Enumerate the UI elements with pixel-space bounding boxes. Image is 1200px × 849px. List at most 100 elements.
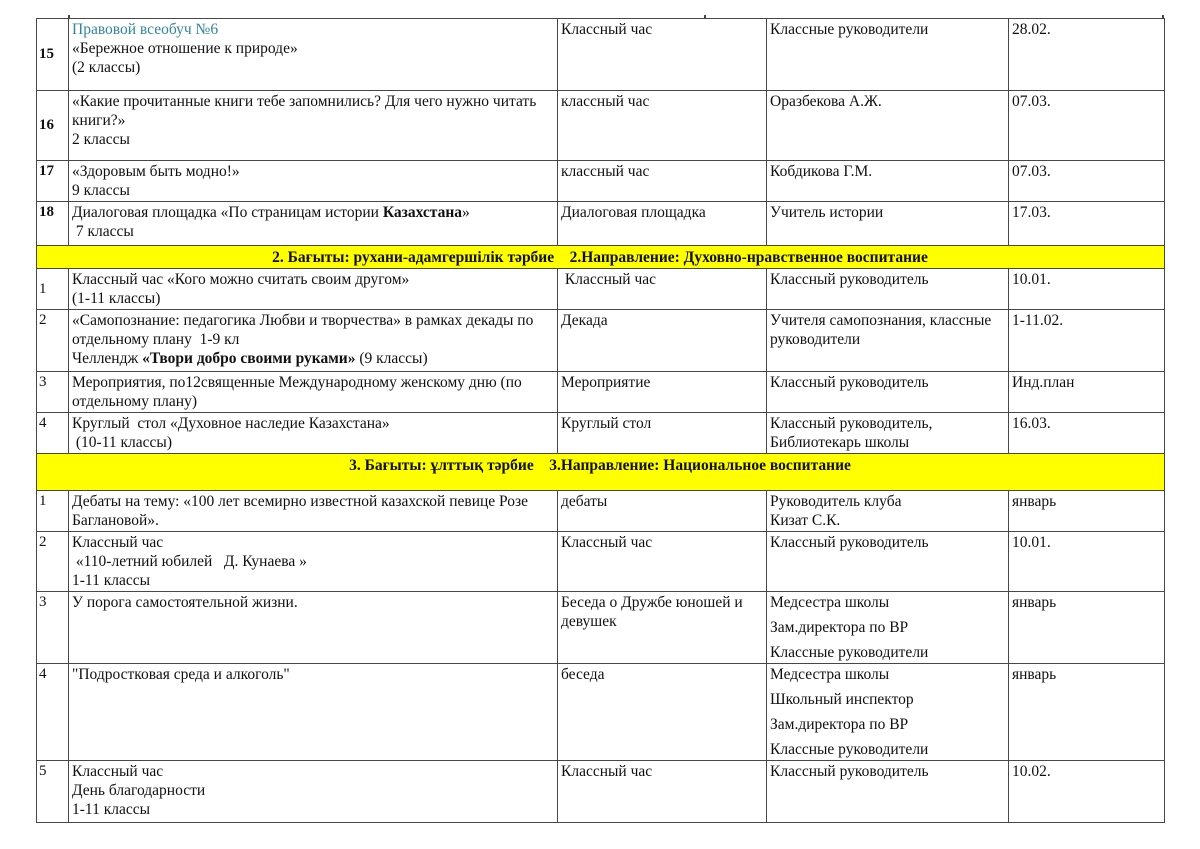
- activity-name-line: Круглый стол «Духовное наследие Казахста…: [72, 414, 553, 433]
- activity-name-cell: Диалоговая площадка «По страницам истори…: [68, 201, 558, 246]
- activity-form-cell: Диалоговая площадка: [557, 201, 767, 246]
- table-row: 18 Диалоговая площадка «По страницам исто…: [36, 201, 1165, 246]
- activity-name-text: День благодарности: [72, 782, 206, 799]
- activity-form-cell: классный час: [557, 90, 767, 161]
- activity-name-cell: Дебаты на тему: «100 лет всемирно извест…: [68, 490, 558, 532]
- responsible-cell: Классные руководители: [766, 18, 1009, 91]
- activity-name-text: Классный час: [72, 763, 164, 780]
- date-cell: 07.03.: [1008, 90, 1165, 161]
- responsible-text: Кобдикова Г.М.: [770, 163, 873, 180]
- date-cell: январь: [1008, 490, 1165, 532]
- activity-form-text: Беседа о Дружбе юношей и девушек: [561, 594, 747, 630]
- responsible-cell: Классный руководитель: [766, 531, 1009, 592]
- responsible-cell: Классный руководитель: [766, 760, 1009, 823]
- responsible-cell: Медсестра школы Школьный инспектор Зам.дир…: [766, 663, 1009, 761]
- activity-name-text: Казахстана: [382, 204, 463, 221]
- activity-form-cell: Беседа о Дружбе юношей и девушек: [557, 591, 767, 664]
- activity-name-line: Мероприятия, по12священные Международном…: [72, 373, 553, 411]
- activity-name-line: (10-11 классы): [72, 433, 553, 452]
- responsible-cell: Учитель истории: [766, 201, 1009, 246]
- activity-name-line: 1-11 классы: [72, 800, 553, 819]
- row-number-cell: 1: [36, 268, 69, 310]
- table-edge-fragment: [1162, 15, 1164, 19]
- activity-name-text: (2 классы): [72, 59, 141, 76]
- activity-name-link[interactable]: Правовой всеобуч №6: [72, 21, 219, 38]
- responsible-cell: Классный руководитель: [766, 371, 1009, 413]
- date-cell: 10.01.: [1008, 531, 1165, 592]
- responsible-text: Зам.директора по ВР: [770, 716, 909, 733]
- activity-form-cell: дебаты: [557, 490, 767, 532]
- table-edge-fragment: [68, 15, 70, 19]
- activity-name-text: Круглый стол «Духовное наследие Казахста…: [72, 415, 390, 432]
- responsible-text: Медсестра школы: [770, 666, 890, 683]
- activity-name-text: «Твори добро своими руками»: [142, 350, 356, 367]
- date-cell: 10.01.: [1008, 268, 1165, 310]
- row-number-cell: 15: [36, 18, 69, 91]
- activity-name-cell: «Самопознание: педагогика Любви и творче…: [68, 309, 558, 372]
- row-number-cell: 17: [36, 160, 69, 202]
- responsible-text: Классный руководитель: [770, 271, 929, 288]
- activity-name-text: 2 классы: [72, 131, 130, 148]
- row-number-cell: 4: [36, 412, 69, 454]
- table-row: 3 Мероприятия, по12священные Международно…: [36, 371, 1165, 413]
- section-header: 2. Бағыты: рухани-адамгершілік тәрбие 2.…: [36, 245, 1165, 269]
- activity-name-line: Диалоговая площадка «По страницам истори…: [72, 203, 553, 222]
- table-row: 1 Классный час «Кого можно считать своим …: [36, 268, 1165, 310]
- responsible-text: Учителя самопознания, классные руководит…: [770, 312, 996, 348]
- table-row: 4 Круглый стол «Духовное наследие Казахст…: [36, 412, 1165, 454]
- activity-name-line: «Какие прочитанные книги тебе запомнилис…: [72, 92, 553, 130]
- activity-name-text: Дебаты на тему: «100 лет всемирно извест…: [72, 493, 532, 529]
- section-header: 3. Бағыты: ұлттық тәрбие 3.Направление: …: [36, 453, 1165, 491]
- activity-name-cell: Классный час «Кого можно считать своим д…: [68, 268, 558, 310]
- activity-name-line: Классный час «Кого можно считать своим д…: [72, 270, 553, 289]
- row-number-cell: 16: [36, 90, 69, 161]
- responsible-text: Медсестра школы: [770, 594, 890, 611]
- responsible-text: Классный руководитель: [770, 374, 929, 391]
- activity-name-line: "Подростковая среда и алкоголь": [72, 665, 553, 684]
- activity-name-line: «Здоровым быть модно!»: [72, 162, 553, 181]
- row-number-cell: 18: [36, 201, 69, 246]
- table-row: 15 Правовой всеобуч №6 «Бережное отношение…: [36, 18, 1165, 91]
- responsible-cell: Классный руководитель: [766, 268, 1009, 310]
- responsible-text: Школьный инспектор: [770, 691, 914, 708]
- activity-name-text: «Здоровым быть модно!»: [72, 163, 240, 180]
- activity-name-line: У порога самостоятельной жизни.: [72, 593, 553, 612]
- date-cell: 28.02.: [1008, 18, 1165, 91]
- activity-name-cell: Правовой всеобуч №6 «Бережное отношение к…: [68, 18, 558, 91]
- responsible-cell: Учителя самопознания, классные руководит…: [766, 309, 1009, 372]
- activity-form-cell: Классный час: [557, 531, 767, 592]
- activity-name-line: Дебаты на тему: «100 лет всемирно извест…: [72, 492, 553, 530]
- responsible-text: Классные руководители: [770, 21, 929, 38]
- activity-name-cell: "Подростковая среда и алкоголь": [68, 663, 558, 761]
- responsible-text: Библиотекарь школы: [770, 434, 910, 451]
- responsible-cell: Кобдикова Г.М.: [766, 160, 1009, 202]
- activity-name-text: »: [462, 204, 470, 221]
- responsible-text: Руководитель клуба: [770, 493, 902, 510]
- activity-name-line: «Бережное отношение к природе»: [72, 39, 553, 58]
- table-row: 2 Классный час «110-летний юбилей Д. Куна…: [36, 531, 1165, 592]
- activity-name-line: Классный час: [72, 533, 553, 552]
- section-header-row: 2. Бағыты: рухани-адамгершілік тәрбие 2.…: [36, 245, 1165, 269]
- activity-name-text: 7 классы: [72, 223, 134, 240]
- activity-form-cell: Декада: [557, 309, 767, 372]
- activity-name-text: Диалоговая площадка «По страницам истори…: [72, 204, 383, 221]
- activity-form-cell: беседа: [557, 663, 767, 761]
- responsible-cell: Классный руководитель, Библиотекарь школы: [766, 412, 1009, 454]
- activity-name-text: (9 классы): [355, 350, 428, 367]
- activity-form-cell: классный час: [557, 160, 767, 202]
- activity-name-line: «110-летний юбилей Д. Кунаева »: [72, 552, 553, 571]
- activity-form-text: Классный час: [561, 271, 657, 288]
- date-cell: 17.03.: [1008, 201, 1165, 246]
- table-row: 16 «Какие прочитанные книги тебе запомнил…: [36, 90, 1165, 161]
- table-row: 1 Дебаты на тему: «100 лет всемирно извес…: [36, 490, 1165, 532]
- activity-plan-table: 15 Правовой всеобуч №6 «Бережное отношение…: [36, 18, 1165, 823]
- row-number-cell: 3: [36, 371, 69, 413]
- activity-name-text: 1-11 классы: [72, 572, 151, 589]
- activity-name-text: Классный час: [72, 534, 164, 551]
- activity-name-line: Челлендж «Твори добро своими руками» (9 …: [72, 349, 553, 368]
- table-row: 2 «Самопознание: педагогика Любви и творч…: [36, 309, 1165, 372]
- row-number-cell: 3: [36, 591, 69, 664]
- activity-form-text: беседа: [561, 666, 605, 683]
- activity-name-line: Правовой всеобуч №6: [72, 20, 553, 39]
- date-cell: январь: [1008, 663, 1165, 761]
